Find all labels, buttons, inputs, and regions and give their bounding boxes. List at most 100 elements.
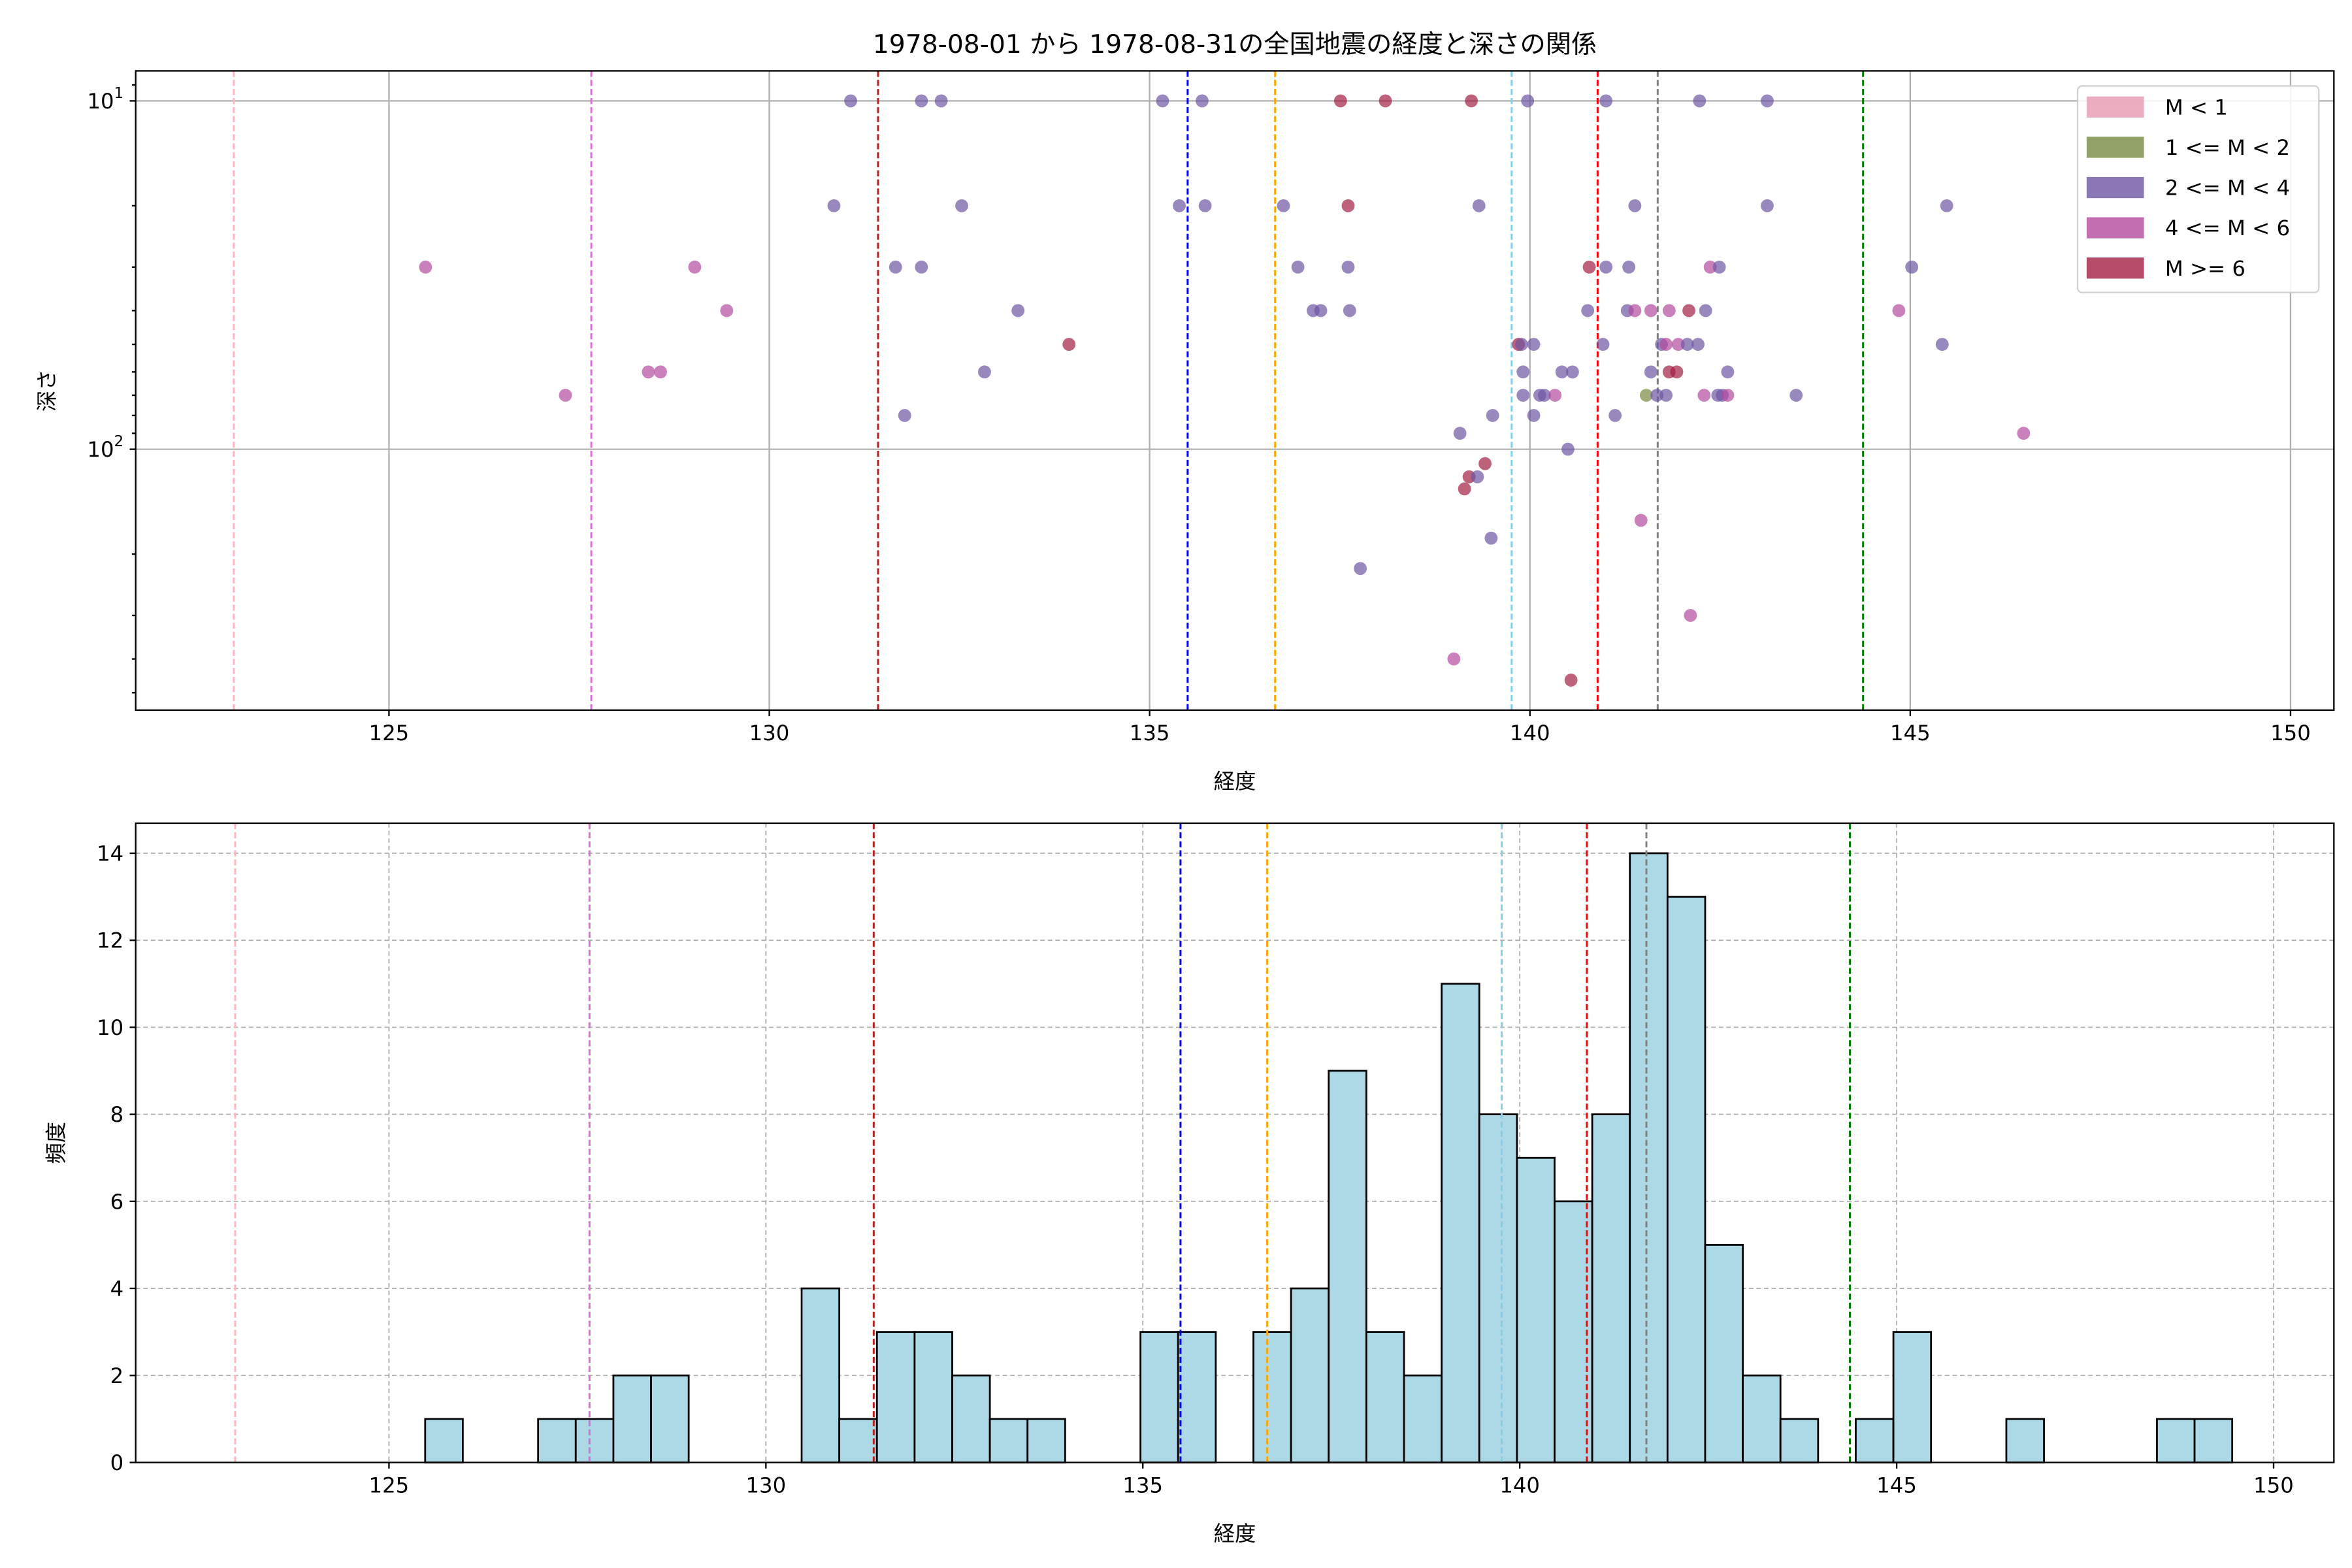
scatter-point	[642, 365, 655, 379]
scatter-point	[1905, 260, 1919, 274]
scatter-point	[1472, 199, 1486, 212]
bottom-ticks: 125 130 135 140 145 150 0 2 4 6 8 10 12 14	[97, 841, 2294, 1497]
scatter-point	[1662, 304, 1676, 318]
bottom-axes-frame	[135, 822, 2335, 1463]
histogram-bar	[1704, 1244, 1744, 1463]
bottom-x-axis-label: 経度	[1214, 1521, 1256, 1546]
scatter-points	[419, 94, 2031, 687]
scatter-point	[1514, 338, 1528, 351]
legend-swatch	[2086, 96, 2144, 118]
scatter-point	[1527, 408, 1541, 422]
scatter-point	[654, 365, 667, 379]
histogram-bar	[951, 1374, 991, 1463]
top-y-tick-label: 101	[87, 85, 123, 114]
scatter-point	[934, 94, 948, 108]
scatter-point	[1537, 389, 1551, 402]
scatter-point	[1671, 338, 1685, 351]
scatter-point	[2017, 427, 2031, 440]
bottom-x-tick-label: 125	[369, 1473, 410, 1498]
histogram-bar	[2005, 1418, 2045, 1463]
scatter-point	[1561, 442, 1575, 456]
histogram-bar	[1139, 1331, 1179, 1463]
histogram-bar	[424, 1418, 464, 1463]
scatter-point	[1628, 199, 1642, 212]
scatter-point	[1703, 260, 1717, 274]
scatter-point	[1565, 365, 1579, 379]
legend-label: 4 <= M < 6	[2165, 216, 2290, 240]
scatter-point	[720, 304, 734, 318]
tick-exponent: 1	[114, 85, 124, 102]
histogram-bar	[838, 1418, 878, 1463]
scatter-point	[1634, 514, 1648, 527]
scatter-point	[1680, 338, 1694, 351]
scatter-point	[1693, 94, 1707, 108]
bottom-y-tick-label: 0	[110, 1450, 124, 1475]
scatter-point	[1682, 304, 1695, 318]
histogram-bar	[2156, 1418, 2196, 1463]
scatter-point	[1581, 304, 1595, 318]
scatter-point	[1628, 304, 1642, 318]
scatter-point	[1555, 365, 1569, 379]
scatter-point	[1650, 389, 1664, 402]
bottom-y-tick-label: 10	[97, 1015, 123, 1040]
scatter-point	[1659, 338, 1673, 351]
legend-swatch	[2086, 257, 2144, 279]
histogram-bar	[1365, 1331, 1405, 1463]
scatter-point	[915, 260, 928, 274]
scatter-point	[1892, 304, 1906, 318]
top-axes-frame	[135, 70, 2335, 711]
scatter-point	[1521, 94, 1535, 108]
bottom-y-tick-label: 12	[97, 928, 123, 953]
scatter-point	[1721, 389, 1735, 402]
scatter-point	[1564, 674, 1578, 687]
legend-swatch	[2086, 176, 2144, 199]
scatter-point	[1599, 94, 1613, 108]
histogram-bar	[1478, 1113, 1518, 1463]
scatter-point	[1516, 365, 1530, 379]
scatter-point	[844, 94, 857, 108]
scatter-point	[1486, 408, 1499, 422]
histogram-bar	[875, 1331, 916, 1463]
scatter-point	[419, 260, 433, 274]
legend-label: 1 <= M < 2	[2165, 135, 2290, 160]
scatter-point	[1478, 457, 1492, 470]
bottom-y-tick-label: 14	[97, 841, 123, 866]
histogram-bar	[1252, 1331, 1292, 1463]
scatter-point	[1453, 427, 1467, 440]
scatter-point	[1684, 609, 1697, 622]
scatter-point	[1458, 482, 1471, 496]
scatter-point	[1011, 304, 1025, 318]
scatter-point	[1314, 304, 1328, 318]
histogram-bar	[1666, 896, 1707, 1463]
histogram-bar	[1328, 1070, 1367, 1463]
scatter-point	[1609, 408, 1622, 422]
scatter-point	[1644, 365, 1658, 379]
scatter-point	[1670, 365, 1684, 379]
histogram-bar	[574, 1418, 615, 1463]
scatter-point	[1196, 94, 1209, 108]
scatter-point	[955, 199, 968, 212]
bottom-x-tick-label: 150	[2253, 1473, 2294, 1498]
scatter-point	[827, 199, 841, 212]
scatter-point	[688, 260, 702, 274]
scatter-point	[1173, 199, 1186, 212]
histogram-bar	[1026, 1418, 1066, 1463]
top-x-tick-label: 130	[749, 721, 790, 745]
scatter-point	[1789, 389, 1803, 402]
scatter-point	[1527, 338, 1541, 351]
histogram-bar	[1892, 1331, 1933, 1463]
legend-label: 2 <= M < 4	[2165, 176, 2290, 201]
histogram-bar	[1177, 1331, 1217, 1463]
bottom-x-tick-label: 145	[1876, 1473, 1917, 1498]
bottom-y-axis-label: 頻度	[44, 1122, 69, 1164]
scatter-point	[1447, 652, 1461, 666]
scatter-point	[1548, 389, 1562, 402]
scatter-point	[1935, 338, 1949, 351]
chart-title: 1978-08-01 から 1978-08-31の全国地震の経度と深さの関係	[873, 30, 1597, 59]
scatter-point	[1596, 338, 1610, 351]
histogram-bar	[1855, 1418, 1895, 1463]
scatter-point	[1622, 260, 1635, 274]
scatter-point	[1354, 562, 1367, 576]
